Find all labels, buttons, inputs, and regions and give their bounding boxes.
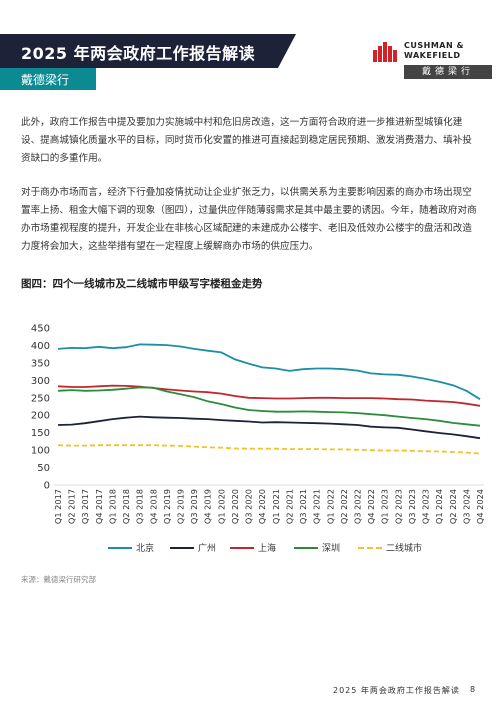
x-tick-label: Q2 2023 bbox=[393, 489, 403, 524]
x-tick-label: Q4 2021 bbox=[312, 489, 322, 524]
x-tick-label: Q2 2019 bbox=[176, 489, 186, 524]
series-line-2 bbox=[57, 384, 481, 407]
x-tick-label: Q1 2024 bbox=[434, 489, 444, 524]
footer-text: 2025 年两会政府工作报告解读 bbox=[333, 686, 460, 695]
x-tick-label: Q3 2024 bbox=[461, 489, 471, 524]
legend-swatch bbox=[294, 546, 318, 549]
x-tick-label: Q4 2024 bbox=[475, 489, 485, 524]
x-tick-label: Q4 2018 bbox=[148, 489, 158, 524]
y-tick-label: 450 bbox=[31, 324, 50, 335]
x-tick-label: Q4 2017 bbox=[94, 489, 104, 524]
page-subtitle: 戴德梁行 bbox=[21, 73, 70, 87]
legend-item-2: 上海 bbox=[230, 541, 276, 554]
subtitle-bar bbox=[0, 68, 96, 90]
legend-label: 广州 bbox=[198, 544, 217, 554]
x-tick-label: Q2 2020 bbox=[230, 489, 240, 524]
y-tick-label: 50 bbox=[37, 463, 50, 474]
page-title: 2025 年两会政府工作报告解读 bbox=[21, 44, 256, 63]
x-tick-label: Q2 2022 bbox=[339, 489, 349, 524]
legend-label: 二线城市 bbox=[386, 544, 423, 554]
x-tick-label: Q1 2020 bbox=[216, 489, 226, 524]
x-tick-label: Q3 2018 bbox=[135, 489, 145, 524]
legend-item-1: 广州 bbox=[170, 541, 216, 554]
legend-item-4: 二线城市 bbox=[358, 541, 422, 554]
x-tick-label: Q2 2024 bbox=[448, 489, 458, 524]
x-tick-label: Q1 2018 bbox=[107, 489, 117, 524]
x-tick-label: Q1 2021 bbox=[271, 489, 281, 524]
y-tick-label: 200 bbox=[31, 411, 50, 422]
x-tick-label: Q3 2022 bbox=[352, 489, 362, 524]
x-tick-label: Q2 2017 bbox=[67, 489, 77, 524]
series-line-3 bbox=[57, 386, 481, 427]
paragraph-2: 对于商办市场而言，经济下行叠加疫情扰动让企业扩张乏力，以供需关系为主要影响因素的… bbox=[21, 187, 477, 252]
building-logo-icon bbox=[373, 42, 397, 62]
company-logo: CUSHMAN & WAKEFIELD 戴德梁行 bbox=[373, 38, 493, 80]
x-tick-label: Q4 2020 bbox=[257, 489, 267, 524]
legend-item-3: 深圳 bbox=[294, 541, 340, 554]
x-tick-label: Q3 2017 bbox=[80, 489, 90, 524]
legend-label: 深圳 bbox=[322, 544, 341, 554]
legend-swatch bbox=[230, 546, 254, 549]
logo-line-2: WAKEFIELD bbox=[404, 51, 461, 60]
y-tick-label: 350 bbox=[31, 358, 50, 369]
x-tick-label: Q2 2021 bbox=[284, 489, 294, 524]
y-tick-label: 400 bbox=[31, 341, 50, 352]
y-tick-label: 0 bbox=[44, 481, 50, 492]
title-banner bbox=[0, 34, 296, 68]
series-line-1 bbox=[57, 415, 481, 440]
x-tick-label: Q2 2018 bbox=[121, 489, 131, 524]
chart-legend: 北京 广州 上海 深圳 二线城市 bbox=[108, 541, 438, 555]
x-tick-label: Q4 2022 bbox=[366, 489, 376, 524]
figure-title: 图四：四个一线城市及二线城市甲级写字楼租金走势 bbox=[21, 278, 263, 290]
logo-cn-label: 戴德梁行 bbox=[404, 65, 492, 79]
figure-source: 来源：戴德梁行研究部 bbox=[21, 575, 96, 584]
x-tick-label: Q1 2019 bbox=[162, 489, 172, 524]
y-tick-label: 250 bbox=[31, 393, 50, 404]
x-tick-label: Q1 2022 bbox=[325, 489, 335, 524]
legend-item-0: 北京 bbox=[108, 541, 154, 554]
x-tick-label: Q4 2019 bbox=[203, 489, 213, 524]
series-line-4 bbox=[57, 444, 481, 455]
legend-label: 上海 bbox=[258, 544, 277, 554]
x-tick-label: Q3 2021 bbox=[298, 489, 308, 524]
logo-line-1: CUSHMAN & bbox=[404, 41, 464, 50]
legend-swatch bbox=[108, 546, 132, 549]
logo-wordmark: CUSHMAN & WAKEFIELD bbox=[404, 41, 464, 61]
x-tick-label: Q1 2017 bbox=[53, 489, 63, 524]
page-number: 8 bbox=[470, 685, 476, 694]
series-line-0 bbox=[57, 343, 481, 400]
legend-swatch bbox=[170, 546, 194, 549]
x-tick-label: Q1 2023 bbox=[380, 489, 390, 524]
x-tick-label: Q3 2020 bbox=[244, 489, 254, 524]
legend-label: 北京 bbox=[136, 544, 155, 554]
legend-swatch bbox=[358, 546, 382, 549]
y-tick-label: 150 bbox=[31, 428, 50, 439]
x-tick-label: Q3 2019 bbox=[189, 489, 199, 524]
x-tick-label: Q3 2023 bbox=[407, 489, 417, 524]
paragraph-1: 此外，政府工作报告中提及要加力实施城中村和危旧房改造，这一方面符合政府进一步推进… bbox=[21, 117, 472, 164]
y-tick-label: 300 bbox=[31, 376, 50, 387]
x-tick-label: Q4 2023 bbox=[421, 489, 431, 524]
y-tick-label: 100 bbox=[31, 446, 50, 457]
rent-trend-line-chart: 0 50 100 150 200 250 300 350 400 450 Q1 2017 Q2 201… bbox=[31, 324, 485, 525]
